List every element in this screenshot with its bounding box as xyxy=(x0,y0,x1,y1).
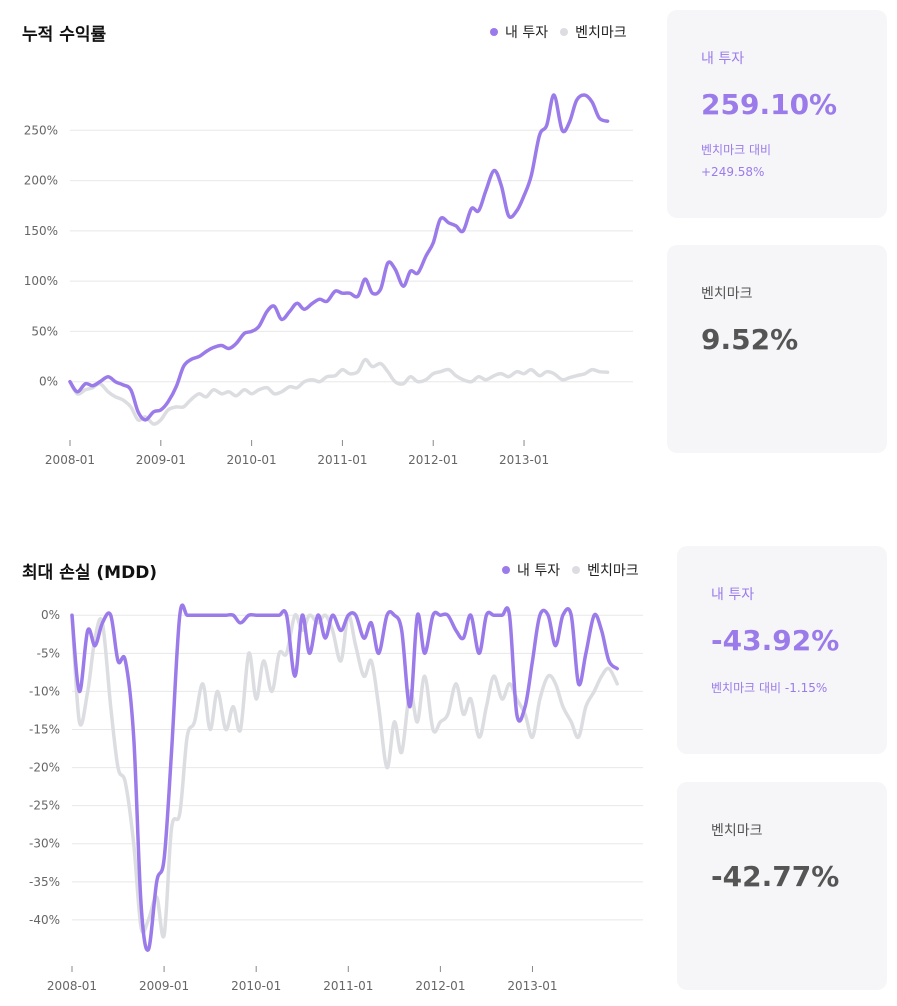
y-tick-label: -10% xyxy=(29,684,60,698)
x-tick-label: 2011-01 xyxy=(317,453,367,467)
mdd-title: 최대 손실 (MDD) xyxy=(22,563,158,583)
y-tick-label: -5% xyxy=(37,646,60,660)
legend-item-bench[interactable]: 벤치마크 xyxy=(560,22,627,42)
returns-bench-value: 9.52% xyxy=(701,323,799,356)
series-line-mine xyxy=(70,603,619,952)
legend-mine-dot xyxy=(490,28,498,36)
x-tick-label: 2010-01 xyxy=(231,979,281,993)
x-tick-label: 2008-01 xyxy=(45,453,95,467)
mdd-mine-sub: 벤치마크 대비 -1.15% xyxy=(711,681,828,695)
x-tick-label: 2012-01 xyxy=(415,979,465,993)
legend-item-bench[interactable]: 벤치마크 xyxy=(572,560,639,580)
y-tick-label: 0% xyxy=(41,608,60,622)
legend-item-mine[interactable]: 내 투자 xyxy=(490,22,548,42)
x-tick-label: 2010-01 xyxy=(227,453,277,467)
y-tick-label: 250% xyxy=(24,123,58,137)
y-tick-label: -15% xyxy=(29,722,60,736)
x-tick-label: 2009-01 xyxy=(139,979,189,993)
legend-mine-label: 내 투자 xyxy=(517,563,561,579)
y-tick-label: 0% xyxy=(39,375,58,389)
returns-mine-sub2: +249.58% xyxy=(701,165,765,179)
series-line-benchmark xyxy=(70,613,619,939)
legend-mine-dot xyxy=(502,566,510,574)
series-line-benchmark xyxy=(68,357,610,426)
y-tick-label: -25% xyxy=(29,799,60,813)
returns-legend: 내 투자 벤치마크 xyxy=(478,22,627,42)
legend-bench-label: 벤치마크 xyxy=(575,25,627,41)
x-tick-label: 2012-01 xyxy=(408,453,458,467)
mdd-bench-value: -42.77% xyxy=(711,860,840,893)
returns-mine-card: 내 투자 259.10% 벤치마크 대비 +249.58% xyxy=(667,10,887,218)
x-tick-label: 2013-01 xyxy=(507,979,557,993)
y-tick-label: 100% xyxy=(24,274,58,288)
y-tick-label: -30% xyxy=(29,837,60,851)
y-tick-label: 150% xyxy=(24,224,58,238)
returns-mine-value: 259.10% xyxy=(701,88,838,121)
x-tick-label: 2013-01 xyxy=(499,453,549,467)
mdd-bench-card: 벤치마크 -42.77% xyxy=(677,782,887,990)
returns-mine-label: 내 투자 xyxy=(701,51,745,67)
returns-chart: 0% 50% 100% 150% 200% 250% 2008-01 2009-01 2010-… xyxy=(24,93,633,467)
y-tick-label: 50% xyxy=(31,324,58,338)
returns-title: 누적 수익률 xyxy=(22,25,107,45)
y-tick-label: -35% xyxy=(29,875,60,889)
mdd-chart: 0% -5% -10% -15% -20% -25% -30% -35% -40% 2008-01… xyxy=(29,603,643,993)
x-tick-label: 2009-01 xyxy=(136,453,186,467)
legend-bench-dot xyxy=(560,28,569,36)
returns-mine-sub1: 벤치마크 대비 xyxy=(701,143,772,157)
mdd-bench-label: 벤치마크 xyxy=(711,823,763,839)
series-line-mine xyxy=(68,93,610,422)
legend-bench-dot xyxy=(572,566,581,574)
mdd-mine-label: 내 투자 xyxy=(711,587,755,603)
legend-bench-label: 벤치마크 xyxy=(587,563,639,579)
legend-mine-label: 내 투자 xyxy=(505,25,549,41)
y-tick-label: 200% xyxy=(24,174,58,188)
mdd-mine-value: -43.92% xyxy=(711,624,840,657)
y-tick-label: -40% xyxy=(29,913,60,927)
legend-item-mine[interactable]: 내 투자 xyxy=(502,560,560,580)
returns-bench-label: 벤치마크 xyxy=(701,286,753,302)
mdd-mine-card: 내 투자 -43.92% 벤치마크 대비 -1.15% xyxy=(677,546,887,754)
returns-bench-card: 벤치마크 9.52% xyxy=(667,245,887,453)
x-tick-label: 2008-01 xyxy=(47,979,97,993)
mdd-legend: 내 투자 벤치마크 xyxy=(490,560,639,580)
y-tick-label: -20% xyxy=(29,761,60,775)
x-tick-label: 2011-01 xyxy=(323,979,373,993)
